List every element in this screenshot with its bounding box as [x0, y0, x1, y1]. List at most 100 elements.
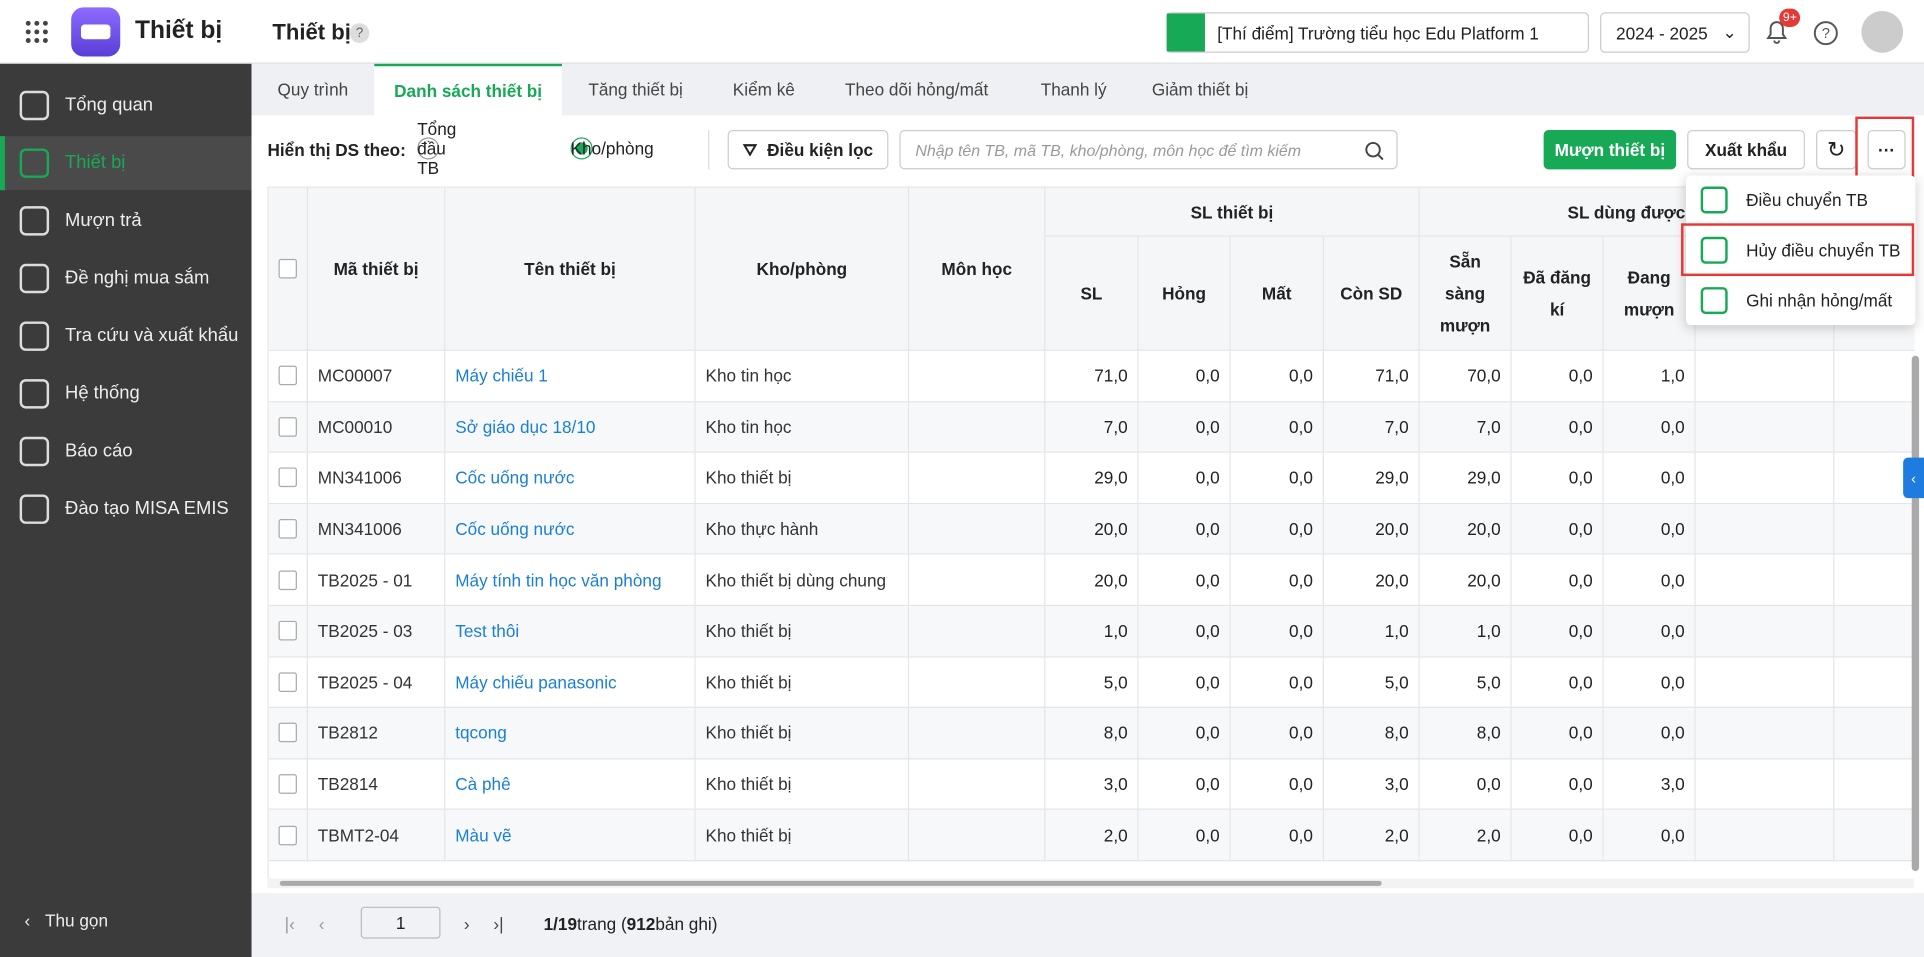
sidebar-icon — [19, 206, 50, 236]
sidebar-item[interactable]: Mượn trả — [0, 194, 252, 248]
subject-empty — [909, 555, 1046, 607]
sidebar-label: Hệ thống — [65, 382, 140, 404]
sidebar-item[interactable]: Thiết bị — [0, 136, 252, 191]
device-name-link[interactable]: tqcong — [445, 708, 696, 760]
quantity: 0,0 — [1230, 350, 1324, 402]
collapse[interactable]: ‹ Thu gọn — [24, 910, 109, 931]
more-button[interactable]: ··· — [1867, 130, 1906, 170]
empty-cell — [1695, 810, 1835, 862]
quantity: 3,0 — [1323, 759, 1420, 811]
col-header: Đã đăng kí — [1511, 236, 1604, 351]
more-menu: Điều chuyển TB Hủy điều chuyển TB Ghi nhận… — [1685, 175, 1916, 326]
device-code: TB2025 - 01 — [307, 555, 446, 607]
quantity: 0,0 — [1603, 606, 1696, 658]
menu-label: Ghi nhận hỏng/mất — [1746, 290, 1893, 311]
subject-empty — [909, 401, 1046, 453]
device-name-link[interactable]: Test thôi — [445, 606, 696, 658]
sidebar-item[interactable]: Đề nghị mua sắm — [0, 252, 252, 306]
tab[interactable]: Theo dõi hỏng/mất — [844, 79, 989, 100]
tab[interactable]: Tăng thiết bị — [588, 79, 683, 100]
v-scroll — [1911, 355, 1920, 872]
filter-button[interactable]: ⛛ Điều kiện lọc — [727, 130, 889, 170]
device-name-link[interactable]: Cốc uống nước — [445, 504, 696, 556]
page-input[interactable]: 1 — [360, 906, 441, 939]
export-button[interactable]: Xuất khẩu — [1687, 130, 1805, 170]
refresh-button[interactable]: ↻ — [1816, 130, 1857, 170]
search-placeholder: Nhập tên TB, mã TB, kho/phòng, môn học đ… — [915, 140, 1302, 159]
quantity: 0,0 — [1603, 452, 1696, 504]
device-name-link[interactable]: Cốc uống nước — [445, 452, 696, 504]
tab[interactable]: Giảm thiết bị — [1151, 79, 1249, 100]
pager-next-last[interactable]: › ›| — [463, 914, 504, 934]
device-name-link[interactable]: Máy chiếu 1 — [445, 350, 696, 402]
avatar[interactable] — [1861, 11, 1904, 53]
pager-first-prev[interactable]: |‹ ‹ — [284, 914, 325, 934]
school-select[interactable]: [Thí điểm] Trường tiểu học Edu Platform … — [1165, 12, 1590, 53]
sidebar-item[interactable]: Hệ thống — [0, 367, 252, 421]
menu-item[interactable]: Ghi nhận hỏng/mất — [1686, 276, 1915, 325]
tab[interactable]: Kiểm kê — [732, 79, 795, 100]
sidebar-item[interactable]: Đào tạo MISA EMIS — [0, 482, 252, 536]
apps-icon[interactable] — [25, 20, 50, 45]
search-box[interactable]: Nhập tên TB, mã TB, kho/phòng, môn học đ… — [899, 130, 1398, 170]
empty-cell — [1695, 708, 1835, 760]
quantity: 7,0 — [1419, 401, 1512, 453]
col-header: Tên thiết bị — [445, 187, 696, 351]
sidebar-icon — [19, 148, 50, 178]
quantity: 7,0 — [1045, 401, 1139, 453]
menu-item[interactable]: Hủy điều chuyển TB — [1686, 226, 1915, 275]
device-name-link[interactable]: Sở giáo dục 18/10 — [445, 401, 696, 453]
quantity: 0,0 — [1511, 452, 1604, 504]
tab[interactable]: Thanh lý — [1040, 79, 1107, 100]
device-name-link[interactable]: Máy chiếu panasonic — [445, 657, 696, 709]
data-table: Mã thiết bị Tên thiết bị Kho/phòng Môn học S… — [267, 186, 1915, 884]
help[interactable]: ? — [1812, 20, 1839, 47]
quantity: 3,0 — [1045, 759, 1139, 811]
empty-cell — [1834, 810, 1915, 862]
quantity: 70,0 — [1419, 350, 1512, 402]
device-name-link[interactable]: Cà phê — [445, 759, 696, 811]
sidebar-item[interactable]: Tra cứu và xuất khẩu — [0, 309, 252, 363]
sidebar-item[interactable]: Tổng quan — [0, 79, 252, 133]
quantity: 0,0 — [1230, 657, 1324, 709]
quantity: 29,0 — [1419, 452, 1512, 504]
col-header: Hỏng — [1138, 236, 1231, 351]
empty-cell — [1695, 759, 1835, 811]
quantity: 0,0 — [1603, 504, 1696, 556]
notify-badge: 9+ — [1779, 8, 1801, 27]
quantity: 8,0 — [1045, 708, 1139, 760]
tab[interactable]: Danh sách thiết bị — [374, 63, 562, 116]
quantity: 0,0 — [1511, 350, 1604, 402]
year-select[interactable]: 2024 - 2025 ⌄ — [1600, 12, 1750, 53]
room: Kho thiết bị — [695, 452, 910, 504]
tab[interactable]: Quy trình — [277, 79, 349, 100]
menu-icon — [1700, 287, 1728, 315]
quantity: 0,0 — [1603, 810, 1696, 862]
sidebar-item[interactable]: Báo cáo — [0, 425, 252, 479]
bell[interactable] — [1762, 17, 1791, 46]
header-check — [268, 187, 308, 351]
quantity: 29,0 — [1045, 452, 1139, 504]
device-name-link[interactable]: Máy tính tin học văn phòng — [445, 555, 696, 607]
col-header: Mã thiết bị — [307, 187, 446, 351]
menu-item[interactable]: Điều chuyển TB — [1686, 175, 1915, 224]
menu-label: Điều chuyển TB — [1746, 190, 1868, 210]
empty-cell — [1834, 759, 1915, 811]
row-check — [268, 657, 308, 709]
help-badge[interactable]: ? — [349, 23, 370, 43]
device-code: MC00010 — [307, 401, 446, 453]
highlight-item — [1681, 223, 1915, 277]
sidebar-label: Thiết bị — [65, 152, 126, 173]
device-name-link[interactable]: Màu vẽ — [445, 810, 696, 862]
quantity: 20,0 — [1045, 555, 1139, 607]
quantity: 0,0 — [1511, 810, 1604, 862]
radio-option[interactable]: Tổng đầu TB — [417, 119, 456, 178]
side-toggle[interactable]: ‹ — [1903, 457, 1924, 499]
subject-empty — [909, 810, 1046, 862]
app-name: Thiết bị — [134, 17, 223, 45]
room: Kho thực hành — [695, 504, 910, 556]
radio-option[interactable]: Kho/phòng — [570, 135, 654, 162]
radio — [570, 137, 593, 160]
borrow-button[interactable]: Mượn thiết bị — [1543, 130, 1677, 170]
